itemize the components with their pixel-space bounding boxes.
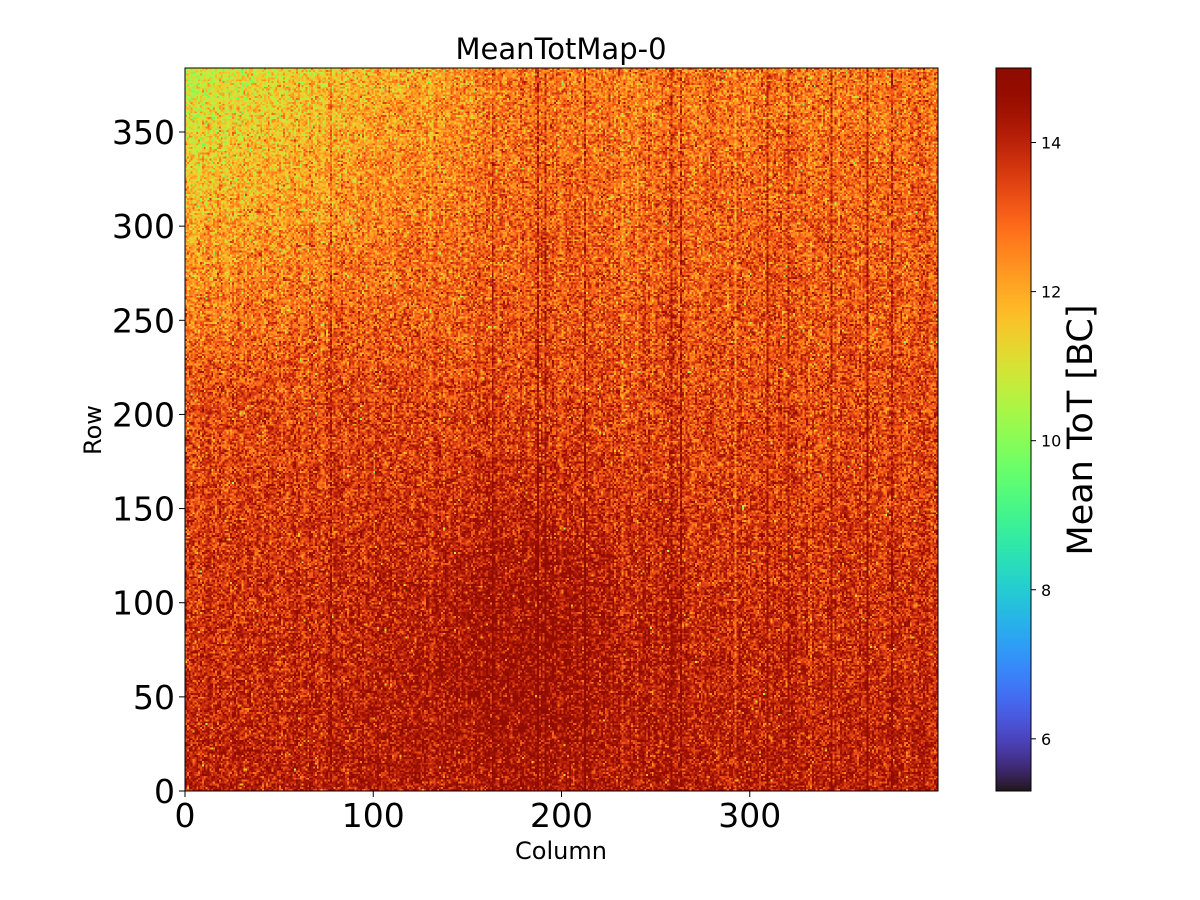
x-tick-label: 300 xyxy=(718,796,781,835)
y-tick-label: 150 xyxy=(112,490,175,529)
y-tick-label: 350 xyxy=(112,113,175,152)
colorbar-tick-label: 14 xyxy=(1041,134,1061,153)
colorbar-tick-label: 10 xyxy=(1041,432,1061,451)
y-tick-label: 0 xyxy=(154,772,175,811)
y-tick-label: 300 xyxy=(112,207,175,246)
colorbar-label: Mean ToT [BC] xyxy=(1061,305,1101,556)
colorbar-tick-label: 8 xyxy=(1041,581,1051,600)
plot-frame xyxy=(184,67,939,792)
y-axis-label: Row xyxy=(79,405,107,455)
y-axis-ticks: 0 50 100 150 200 250 300 350 xyxy=(112,113,185,811)
x-tick-label: 0 xyxy=(175,796,196,835)
chart-title: MeanTotMap-0 xyxy=(455,32,666,66)
colorbar-frame xyxy=(995,67,1032,792)
colorbar-tick-label: 6 xyxy=(1041,730,1051,749)
colorbar-tick-label: 12 xyxy=(1041,283,1061,302)
heatmap-image xyxy=(185,68,938,791)
y-tick-label: 250 xyxy=(112,301,175,340)
y-tick-label: 100 xyxy=(112,584,175,623)
y-tick-label: 50 xyxy=(133,678,175,717)
x-axis-label: Column xyxy=(515,837,607,865)
colorbar-gradient xyxy=(996,68,1031,791)
y-tick-label: 200 xyxy=(112,395,175,434)
x-tick-label: 200 xyxy=(530,796,593,835)
x-axis-ticks: 0 100 200 300 xyxy=(175,791,781,835)
x-tick-label: 100 xyxy=(342,796,405,835)
colorbar-ticks: 6 8 10 12 14 xyxy=(1031,134,1061,749)
